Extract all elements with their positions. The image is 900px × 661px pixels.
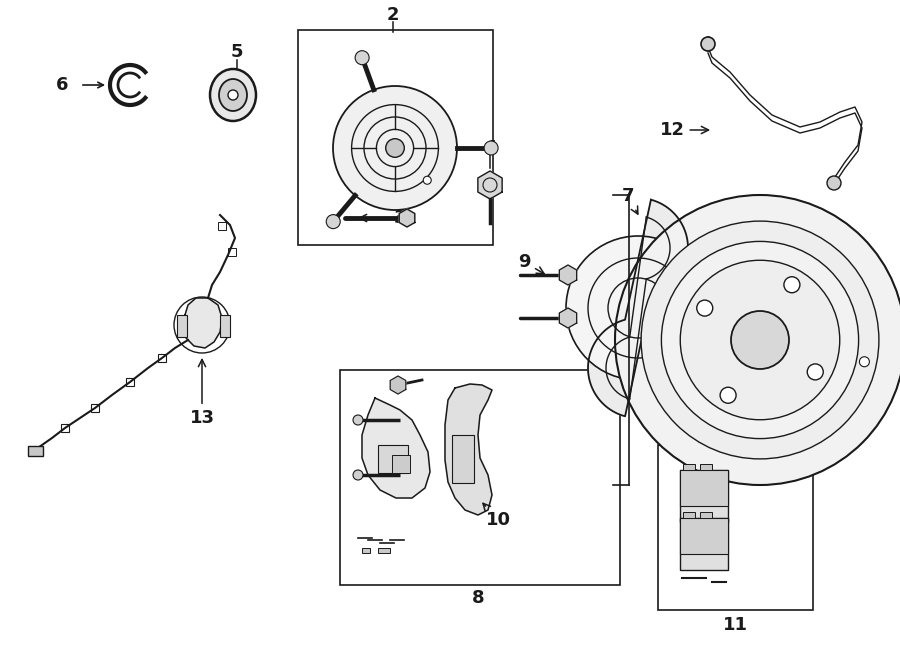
Bar — [392, 455, 410, 473]
Circle shape — [697, 300, 713, 316]
Bar — [158, 354, 166, 362]
Text: 6: 6 — [56, 76, 68, 94]
Polygon shape — [478, 171, 502, 199]
Polygon shape — [559, 308, 577, 328]
Bar — [220, 315, 230, 337]
Bar — [228, 248, 236, 256]
Bar — [91, 404, 99, 412]
Circle shape — [356, 51, 369, 65]
Text: 1: 1 — [804, 251, 816, 276]
Circle shape — [228, 90, 238, 100]
Circle shape — [680, 260, 840, 420]
Bar — [700, 512, 712, 518]
Circle shape — [353, 415, 363, 425]
Bar — [680, 518, 728, 570]
Bar — [452, 435, 474, 483]
Bar — [683, 512, 695, 518]
Circle shape — [731, 311, 789, 369]
Bar — [362, 548, 370, 553]
Polygon shape — [445, 384, 492, 515]
Bar — [680, 470, 728, 506]
Bar — [680, 518, 728, 554]
Text: 2: 2 — [387, 6, 400, 24]
Text: 9: 9 — [518, 253, 544, 274]
Bar — [218, 222, 226, 230]
Polygon shape — [559, 265, 577, 285]
Circle shape — [784, 277, 800, 293]
Bar — [177, 315, 187, 337]
Circle shape — [860, 357, 869, 367]
Circle shape — [615, 195, 900, 485]
Text: 4: 4 — [484, 139, 496, 157]
Bar — [378, 548, 390, 553]
Bar — [700, 464, 712, 470]
Circle shape — [566, 236, 710, 380]
Polygon shape — [185, 298, 222, 348]
Bar — [658, 445, 813, 610]
Polygon shape — [588, 200, 688, 416]
Text: 3: 3 — [359, 209, 406, 227]
Bar — [61, 424, 69, 432]
Text: 5: 5 — [230, 43, 243, 61]
Text: 13: 13 — [190, 360, 214, 427]
Polygon shape — [400, 209, 415, 227]
Bar — [126, 378, 134, 386]
Circle shape — [720, 387, 736, 403]
Text: 11: 11 — [723, 616, 748, 634]
Text: 10: 10 — [483, 503, 510, 529]
Circle shape — [353, 470, 363, 480]
Circle shape — [807, 364, 824, 380]
Polygon shape — [391, 376, 406, 394]
Text: 12: 12 — [660, 121, 708, 139]
Bar — [378, 445, 408, 473]
Bar — [28, 446, 43, 456]
Bar — [680, 470, 728, 522]
Ellipse shape — [210, 69, 256, 121]
Circle shape — [662, 241, 859, 439]
Bar — [298, 30, 493, 245]
Circle shape — [484, 141, 498, 155]
Text: 7: 7 — [622, 187, 638, 214]
Text: 8: 8 — [472, 589, 484, 607]
Circle shape — [641, 221, 879, 459]
Circle shape — [326, 215, 340, 229]
Circle shape — [827, 176, 841, 190]
Bar — [683, 464, 695, 470]
Circle shape — [386, 139, 404, 157]
Circle shape — [333, 86, 457, 210]
Circle shape — [701, 37, 715, 51]
Circle shape — [423, 176, 431, 184]
Polygon shape — [362, 398, 430, 498]
Bar — [340, 370, 620, 585]
Ellipse shape — [219, 79, 247, 111]
